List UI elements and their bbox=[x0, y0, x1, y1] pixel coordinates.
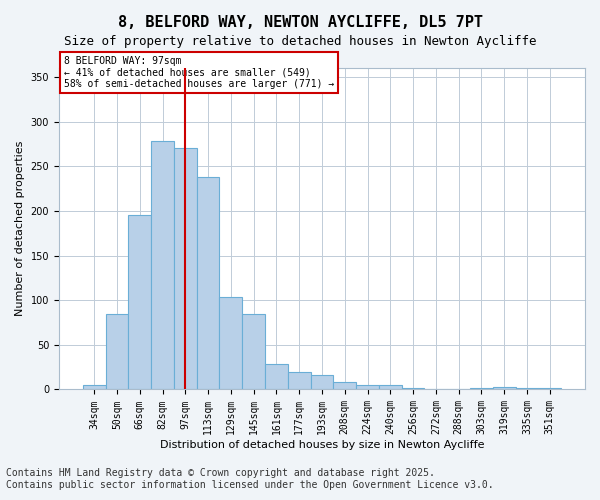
Bar bbox=[83, 385, 106, 390]
Text: 8, BELFORD WAY, NEWTON AYCLIFFE, DL5 7PT: 8, BELFORD WAY, NEWTON AYCLIFFE, DL5 7PT bbox=[118, 15, 482, 30]
X-axis label: Distribution of detached houses by size in Newton Aycliffe: Distribution of detached houses by size … bbox=[160, 440, 484, 450]
Bar bbox=[242, 314, 265, 390]
Bar bbox=[288, 372, 311, 390]
Bar bbox=[128, 216, 151, 390]
Bar bbox=[515, 388, 538, 390]
Bar bbox=[356, 385, 379, 390]
Bar bbox=[401, 388, 424, 390]
Bar bbox=[311, 375, 334, 390]
Text: 8 BELFORD WAY: 97sqm
← 41% of detached houses are smaller (549)
58% of semi-deta: 8 BELFORD WAY: 97sqm ← 41% of detached h… bbox=[64, 56, 334, 90]
Bar bbox=[493, 387, 515, 390]
Text: Size of property relative to detached houses in Newton Aycliffe: Size of property relative to detached ho… bbox=[64, 35, 536, 48]
Text: Contains HM Land Registry data © Crown copyright and database right 2025.
Contai: Contains HM Land Registry data © Crown c… bbox=[6, 468, 494, 490]
Bar bbox=[106, 314, 128, 390]
Bar bbox=[174, 148, 197, 390]
Bar bbox=[151, 142, 174, 390]
Bar bbox=[265, 364, 288, 390]
Bar bbox=[379, 385, 401, 390]
Bar bbox=[220, 296, 242, 390]
Y-axis label: Number of detached properties: Number of detached properties bbox=[15, 141, 25, 316]
Bar bbox=[334, 382, 356, 390]
Bar bbox=[470, 388, 493, 390]
Bar bbox=[538, 388, 561, 390]
Bar bbox=[197, 177, 220, 390]
